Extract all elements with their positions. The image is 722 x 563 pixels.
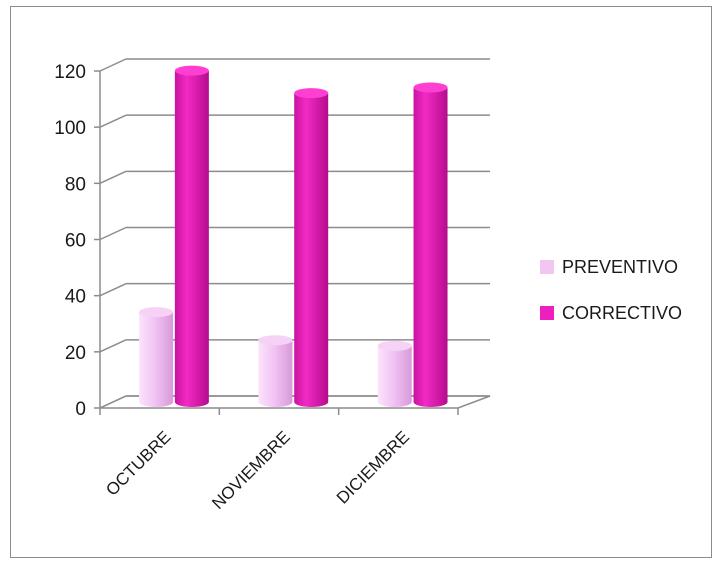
x-category-label: NOVIEMBRE xyxy=(208,427,294,513)
chart-frame xyxy=(10,6,712,558)
y-tick-label: 80 xyxy=(65,174,86,195)
wall-gridline xyxy=(99,226,127,241)
wall-gridline xyxy=(99,58,127,72)
legend-label: CORRECTIVO xyxy=(562,303,682,323)
bar-top xyxy=(413,82,448,93)
x-category-label: DICIEMBRE xyxy=(333,427,413,507)
y-axis-ticks: 0 20 40 60 80 100 120 xyxy=(54,62,86,420)
bar-body xyxy=(139,312,174,407)
axes xyxy=(94,70,491,415)
bar-correctivo-octubre xyxy=(174,65,209,407)
bar-body xyxy=(258,340,293,407)
bar-top xyxy=(174,65,209,76)
bar-correctivo-diciembre xyxy=(413,82,448,407)
wall-gridline xyxy=(99,339,127,353)
bar-preventivo-diciembre xyxy=(377,340,412,407)
y-tick-label: 40 xyxy=(65,287,86,308)
bar-top xyxy=(294,88,329,99)
y-tick-label: 120 xyxy=(54,62,86,83)
bar-top xyxy=(258,335,293,346)
y-tick-label: 20 xyxy=(65,343,86,364)
bar-preventivo-noviembre xyxy=(258,335,293,407)
bar-body xyxy=(413,87,448,407)
bar-body xyxy=(294,93,329,407)
bars xyxy=(139,65,448,407)
wall-gridline xyxy=(99,170,127,185)
bar-top xyxy=(377,340,412,351)
bar-correctivo-noviembre xyxy=(294,88,329,407)
x-category-label: OCTUBRE xyxy=(102,427,174,499)
y-tick-label: 100 xyxy=(54,118,86,139)
bar-top xyxy=(139,307,174,318)
x-axis-categories: OCTUBRE NOVIEMBRE DICIEMBRE xyxy=(102,427,413,513)
wall-gridline xyxy=(99,114,127,128)
legend-label: PREVENTIVO xyxy=(562,257,678,277)
wall-gridline xyxy=(99,282,127,297)
legend: PREVENTIVO CORRECTIVO xyxy=(540,257,682,323)
y-tick-label: 60 xyxy=(65,231,86,252)
y-tick-label: 0 xyxy=(75,399,86,420)
bar-body xyxy=(174,70,209,407)
bar-preventivo-octubre xyxy=(139,307,174,407)
bar-body xyxy=(377,345,412,407)
legend-swatch xyxy=(540,260,554,274)
legend-swatch xyxy=(540,306,554,320)
